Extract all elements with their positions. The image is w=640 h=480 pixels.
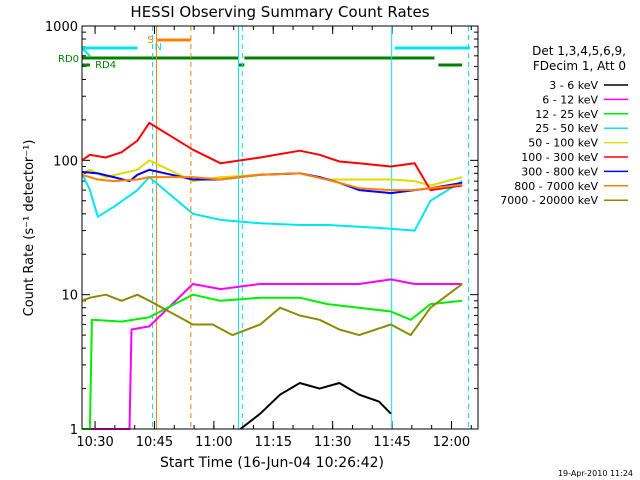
x-tick-label: 11:15	[255, 435, 292, 450]
saa-marker-left	[81, 47, 91, 57]
legend-header-line-1: Det 1,3,4,5,6,9,	[532, 44, 626, 58]
event-label-s: S	[147, 35, 153, 46]
x-tick-label: 10:45	[136, 435, 173, 450]
legend: Det 1,3,4,5,6,9, FDecim 1, Att 0 3 - 6 k…	[500, 44, 628, 207]
plot-area: 1 10 100 1000 10:30 10:45 11:00 11:15 11:30 11:45…	[45, 20, 478, 450]
legend-label: 7000 - 20000 keV	[500, 194, 598, 207]
x-tick-label: 11:00	[195, 435, 232, 450]
x-tick-label: 11:45	[373, 435, 410, 450]
legend-label: 100 - 300 keV	[521, 151, 598, 164]
series-line-7	[81, 172, 463, 192]
series-line-8	[81, 283, 463, 337]
y-tick-label: 10	[61, 289, 78, 304]
x-axis-label: Start Time (16-Jun-04 10:26:42)	[160, 455, 384, 471]
legend-label: 3 - 6 keV	[549, 79, 598, 92]
y-axis-label: Count Rate (s⁻¹ detector⁻¹)	[22, 140, 37, 317]
legend-label: 300 - 800 keV	[521, 165, 598, 178]
y-tick-label: 1000	[45, 20, 78, 35]
plot-frame	[81, 25, 479, 430]
x-tick-label: 11:30	[314, 435, 351, 450]
series-line-0	[239, 382, 392, 430]
rd4-label: RD4	[95, 60, 116, 71]
series-line-5	[81, 121, 463, 192]
series-line-2	[82, 293, 463, 430]
rd0-label: RD0	[58, 54, 79, 65]
x-tick-label: 10:30	[76, 435, 113, 450]
y-tick-label: 100	[53, 154, 78, 169]
legend-label: 12 - 25 keV	[535, 108, 598, 121]
legend-label: 25 - 50 keV	[535, 122, 598, 135]
y-tick-label: 1	[70, 423, 78, 438]
legend-label: 800 - 7000 keV	[514, 180, 598, 193]
series-line-3	[81, 172, 463, 232]
legend-label: 6 - 12 keV	[542, 93, 598, 106]
series-line-4	[81, 159, 463, 187]
chart-title: HESSI Observing Summary Count Rates	[130, 3, 429, 21]
event-label-n: N	[154, 42, 161, 53]
legend-header-line-2: FDecim 1, Att 0	[533, 59, 626, 73]
x-tick-label: 12:00	[433, 435, 470, 450]
date-stamp: 19-Apr-2010 11:24	[558, 469, 633, 478]
legend-label: 50 - 100 keV	[528, 137, 598, 150]
series-line-1	[82, 278, 463, 430]
